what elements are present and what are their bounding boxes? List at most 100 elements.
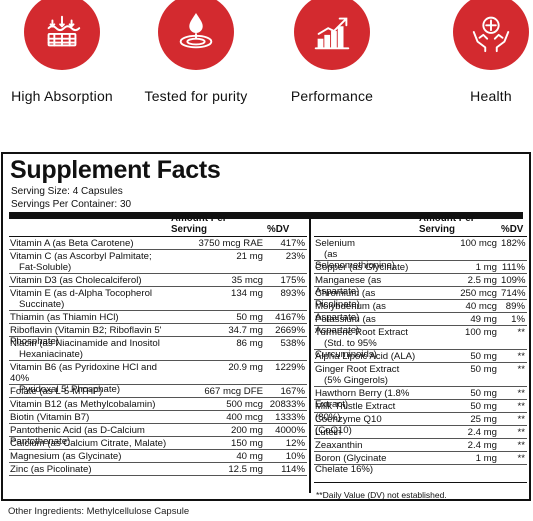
nutrient-name: Vitamin C (as Ascorbyl Palmitate; Fat-Sol… bbox=[10, 251, 152, 273]
nutrient-name: Ginger Root Extract (5% Gingerols) bbox=[315, 364, 400, 386]
nutrient-dv: ** bbox=[517, 351, 525, 362]
nutrient-row: Vitamin C (as Ascorbyl Palmitate; Fat-Sol… bbox=[9, 250, 307, 274]
nutrient-amount: 86 mg bbox=[236, 338, 263, 349]
water-absorption-icon bbox=[24, 0, 100, 70]
nutrient-dv: 10% bbox=[285, 451, 305, 462]
nutrient-dv: 4000% bbox=[275, 425, 305, 436]
dv-header: %DV bbox=[501, 224, 524, 235]
nutrient-name: Milk Thistle Extract (80%) bbox=[315, 401, 396, 423]
nutrient-amount: 50 mg bbox=[470, 401, 497, 412]
benefit-tested-purity: Tested for purity bbox=[126, 0, 266, 104]
nutrient-amount: 20.9 mg bbox=[228, 362, 263, 373]
nutrient-name: Zeaxanthin bbox=[315, 440, 363, 451]
facts-header: Amount Per Serving %DV bbox=[314, 213, 527, 237]
nutrient-dv: 175% bbox=[280, 275, 305, 286]
nutrient-amount: 50 mg bbox=[470, 351, 497, 362]
nutrient-name: Vitamin B6 (as Pyridoxine HCl and 40% Pyr… bbox=[10, 362, 157, 395]
nutrient-dv: ** bbox=[517, 427, 525, 438]
nutrient-row: Alpha Lipoic Acid (ALA) 50 mg ** bbox=[314, 350, 527, 363]
nutrient-amount: 667 mcg DFE bbox=[204, 386, 263, 397]
nutrient-name: Pantothenic Acid (as D-Calcium Pantothen… bbox=[10, 425, 145, 447]
nutrient-name: Copper (as Glycinate) bbox=[315, 262, 409, 273]
benefit-label: High Absorption bbox=[11, 88, 113, 104]
nutrient-row: Selenium (as Selenomethionine) 100 mcg 182% bbox=[314, 237, 527, 271]
nutrient-dv: ** bbox=[517, 327, 525, 338]
facts-header: Amount Per Serving %DV bbox=[9, 213, 307, 237]
nutrient-amount: 2.5 mg bbox=[467, 275, 497, 286]
nutrient-row: Magnesium (as Glycinate) 40 mg 10% bbox=[9, 450, 307, 463]
nutrient-amount: 1 mg bbox=[475, 453, 497, 464]
facts-title: Supplement Facts bbox=[10, 156, 221, 184]
nutrient-dv: 182% bbox=[501, 238, 526, 249]
nutrient-dv: 167% bbox=[280, 386, 305, 397]
nutrient-amount: 50 mg bbox=[470, 388, 497, 399]
nutrient-dv: 109% bbox=[501, 275, 526, 286]
benefit-label: Performance bbox=[290, 88, 374, 104]
nutrient-row: Thiamin (as Thiamin HCl) 50 mg 4167% bbox=[9, 311, 307, 324]
nutrient-amount: 1 mg bbox=[475, 262, 497, 273]
nutrient-name: Biotin (Vitamin B7) bbox=[10, 412, 90, 423]
nutrient-amount: 100 mg bbox=[465, 327, 497, 338]
facts-column-left: Amount Per Serving %DV Vitamin A (as Bet… bbox=[9, 213, 307, 476]
nutrient-name: Niacin (as Niacinamide and Inositol Hexan… bbox=[10, 338, 160, 360]
nutrient-row: Turmeric Root Extract (Std. to 95% Curcum… bbox=[314, 326, 527, 360]
nutrient-dv: 89% bbox=[505, 301, 525, 312]
nutrient-row: Hawthorn Berry (1.8% Extract) 50 mg ** bbox=[314, 387, 527, 410]
nutrient-amount: 50 mg bbox=[236, 312, 263, 323]
nutrient-row: Boron (Glycinate Chelate 16%) 1 mg ** bbox=[314, 452, 527, 475]
benefit-performance: Performance bbox=[262, 0, 402, 104]
nutrient-dv: 893% bbox=[280, 288, 305, 299]
nutrient-amount: 134 mg bbox=[231, 288, 263, 299]
nutrient-name: Vitamin A (as Beta Carotene) bbox=[10, 238, 134, 249]
nutrient-amount: 150 mg bbox=[231, 438, 263, 449]
nutrient-row: Vitamin B12 (as Methylcobalamin) 500 mcg 2… bbox=[9, 398, 307, 411]
nutrient-name: Molybdenum (as Aspartate) bbox=[315, 301, 386, 323]
nutrient-row: Vitamin B6 (as Pyridoxine HCl and 40% Pyr… bbox=[9, 361, 307, 395]
nutrient-dv: 20833% bbox=[269, 399, 305, 410]
nutrient-row: Lutein 2.4 mg ** bbox=[314, 426, 527, 439]
benefit-high-absorption: High Absorption bbox=[0, 0, 132, 104]
nutrient-row: Chromium (as Picolinate) 250 mcg 714% bbox=[314, 287, 527, 310]
water-drop-icon bbox=[158, 0, 234, 70]
nutrient-row: Folate (as L-5-MTHF) 667 mcg DFE 167% bbox=[9, 385, 307, 398]
nutrient-dv: ** bbox=[517, 440, 525, 451]
nutrient-dv: 4167% bbox=[275, 312, 305, 323]
amount-header: Amount Per Serving bbox=[419, 213, 475, 235]
nutrient-amount: 35 mcg bbox=[231, 275, 263, 286]
nutrient-row: Vitamin E (as d-Alpha Tocopherol Succinat… bbox=[9, 287, 307, 311]
servings-per-container: Servings Per Container: 30 bbox=[11, 199, 132, 210]
nutrient-amount: 3750 mcg RAE bbox=[198, 238, 263, 249]
nutrient-amount: 49 mg bbox=[470, 314, 497, 325]
other-ingredients: Other Ingredients: Methylcellulose Capsu… bbox=[8, 506, 190, 517]
nutrient-name: Coenzyme Q10 (CoQ10) bbox=[315, 414, 382, 436]
nutrient-row: Zinc (as Picolinate) 12.5 mg 114% bbox=[9, 463, 307, 476]
hands-medical-cross-icon bbox=[453, 0, 529, 70]
nutrient-row: Vitamin D3 (as Cholecalciferol) 35 mcg 175… bbox=[9, 274, 307, 287]
nutrient-dv: 2669% bbox=[275, 325, 305, 336]
nutrient-dv: 714% bbox=[501, 288, 526, 299]
nutrient-dv: 538% bbox=[280, 338, 305, 349]
nutrient-dv: 23% bbox=[285, 251, 305, 262]
benefit-label: Tested for purity bbox=[144, 88, 248, 104]
nutrient-row: Coenzyme Q10 (CoQ10) 25 mg ** bbox=[314, 413, 527, 436]
supplement-facts-panel: Supplement Facts Serving Size: 4 Capsule… bbox=[1, 152, 531, 501]
nutrient-dv: 111% bbox=[501, 262, 525, 273]
nutrient-dv: 1333% bbox=[275, 412, 305, 423]
dv-header: %DV bbox=[267, 224, 290, 235]
nutrient-dv: ** bbox=[517, 364, 525, 375]
nutrient-name: Thiamin (as Thiamin HCl) bbox=[10, 312, 119, 323]
nutrient-name: Alpha Lipoic Acid (ALA) bbox=[315, 351, 416, 362]
nutrient-row: Molybdenum (as Aspartate) 40 mcg 89% bbox=[314, 300, 527, 323]
nutrient-amount: 34.7 mg bbox=[228, 325, 263, 336]
nutrient-name: Boron (Glycinate Chelate 16%) bbox=[315, 453, 387, 475]
nutrient-name: Riboflavin (Vitamin B2; Riboflavin 5' Ph… bbox=[10, 325, 162, 347]
nutrient-row: Milk Thistle Extract (80%) 50 mg ** bbox=[314, 400, 527, 423]
nutrient-row: Calcium (as Calcium Citrate, Malate) 150 … bbox=[9, 437, 307, 450]
facts-column-right: Amount Per Serving %DV Selenium (as Selen… bbox=[314, 213, 527, 475]
nutrient-row: Biotin (Vitamin B7) 400 mcg 1333% bbox=[9, 411, 307, 424]
nutrient-dv: ** bbox=[517, 414, 525, 425]
nutrient-name: Zinc (as Picolinate) bbox=[10, 464, 92, 475]
nutrient-dv: ** bbox=[517, 453, 525, 464]
growth-chart-icon bbox=[294, 0, 370, 70]
nutrient-amount: 250 mcg bbox=[460, 288, 497, 299]
